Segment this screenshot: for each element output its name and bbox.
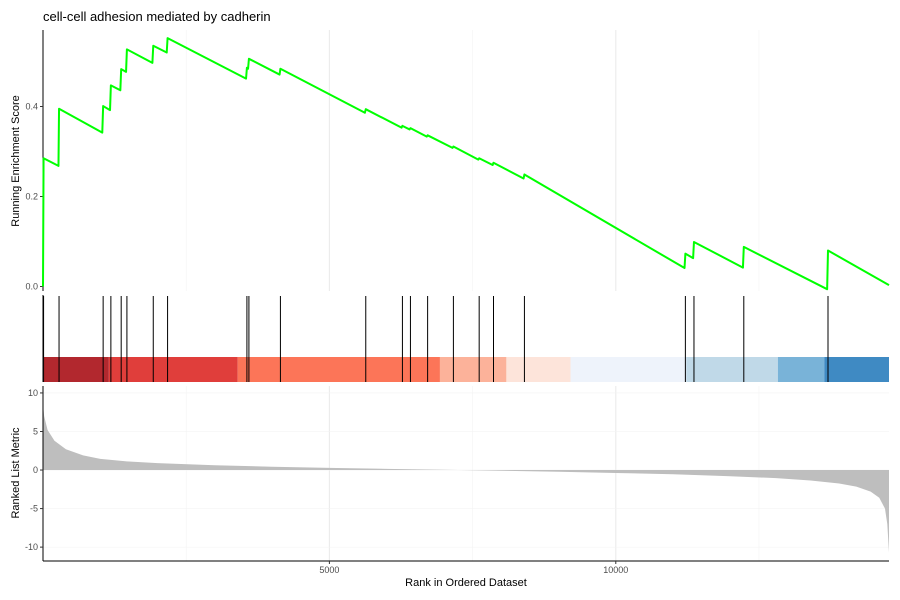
ranked-metric-panel: 10 5 0 -5 -10 5000 10000 Ranked List Metric R… xyxy=(10,386,889,589)
x-axis-ticks: 5000 10000 xyxy=(319,561,628,575)
ranked-metric-y-tick-label: 0 xyxy=(33,465,38,475)
chart-title: cell-cell adhesion mediated by cadherin xyxy=(43,9,271,24)
gene-hits-panel xyxy=(42,295,889,382)
rank-color-band xyxy=(686,357,778,382)
enrichment-series xyxy=(42,37,890,291)
x-tick-label: 5000 xyxy=(319,565,339,575)
running-enrichment-score-line xyxy=(42,37,890,291)
rank-color-band xyxy=(824,357,889,382)
x-tick-label: 10000 xyxy=(603,565,628,575)
rank-color-band xyxy=(237,357,440,382)
enrichment-gridlines xyxy=(185,30,760,291)
rank-color-band xyxy=(439,357,507,382)
rank-color-band xyxy=(777,357,825,382)
x-axis-title: Rank in Ordered Dataset xyxy=(405,577,527,589)
enrichment-y-tick-label: 0.4 xyxy=(25,102,38,112)
rank-color-band xyxy=(108,357,238,382)
rank-color-band xyxy=(506,357,571,382)
ranked-metric-y-tick-label: -10 xyxy=(25,542,38,552)
enrichment-y-ticks: 0.0 0.2 0.4 xyxy=(25,102,43,292)
hit-markers xyxy=(43,296,829,382)
enrichment-y-tick-label: 0.0 xyxy=(25,282,38,292)
enrichment-y-axis-title: Running Enrichment Score xyxy=(10,95,22,226)
rank-color-bar xyxy=(43,357,889,382)
ranked-metric-y-ticks: 10 5 0 -5 -10 xyxy=(25,388,43,552)
enrichment-y-tick-label: 0.2 xyxy=(25,192,38,202)
rank-color-band xyxy=(43,357,109,382)
rank-color-band xyxy=(570,357,687,382)
ranked-metric-y-tick-label: 10 xyxy=(28,388,38,398)
ranked-metric-y-tick-label: 5 xyxy=(33,426,38,436)
ranked-metric-y-axis-title: Ranked List Metric xyxy=(10,427,22,519)
ranked-metric-area xyxy=(43,404,889,553)
enrichment-score-panel: 0.0 0.2 0.4 Running Enrichment Score xyxy=(10,30,890,292)
ranked-metric-y-tick-label: -5 xyxy=(30,504,38,514)
